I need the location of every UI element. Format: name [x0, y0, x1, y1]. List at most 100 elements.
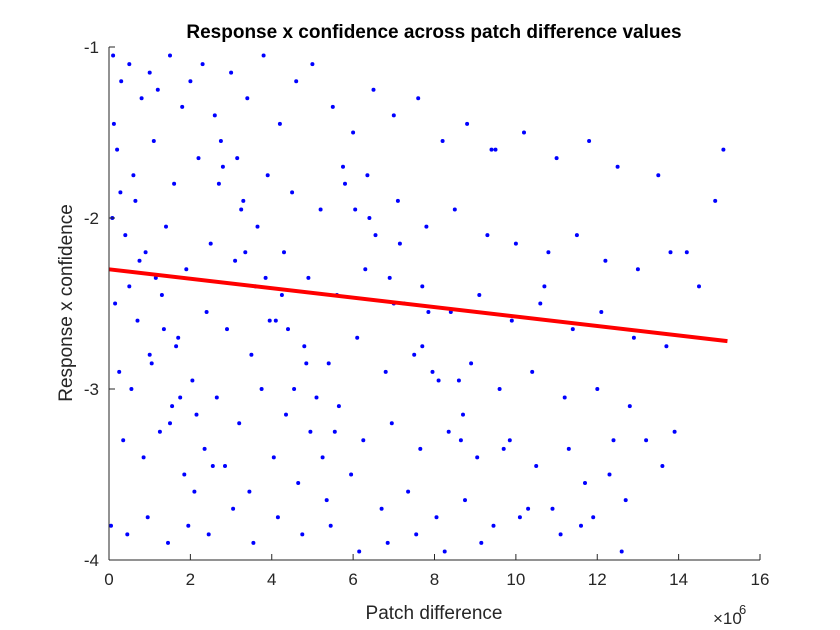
data-point — [713, 198, 718, 203]
data-point — [218, 139, 223, 143]
data-point — [294, 79, 299, 84]
data-point — [182, 472, 187, 477]
data-point — [546, 250, 551, 255]
data-point — [615, 164, 620, 169]
data-point — [168, 53, 172, 58]
data-point — [324, 498, 329, 503]
data-point — [300, 532, 305, 537]
data-point — [534, 464, 539, 468]
data-point — [275, 515, 280, 520]
data-point — [351, 130, 356, 135]
x-tick-label: 14 — [669, 570, 688, 589]
data-point — [550, 506, 555, 511]
data-point — [554, 156, 559, 161]
data-point — [461, 412, 465, 417]
data-point — [310, 62, 315, 67]
data-point — [186, 523, 191, 528]
data-point — [292, 387, 297, 391]
y-tick-label: -1 — [84, 38, 99, 57]
data-point — [684, 250, 689, 255]
data-point — [284, 412, 288, 417]
data-point — [579, 523, 583, 528]
data-point — [290, 190, 295, 195]
data-point — [159, 293, 164, 297]
data-point — [430, 369, 435, 374]
x-axis-label: Patch difference — [366, 603, 503, 624]
data-point — [282, 250, 286, 255]
data-point — [379, 506, 384, 511]
data-point — [644, 438, 649, 443]
data-point — [416, 96, 421, 101]
data-point — [631, 335, 636, 340]
data-point — [458, 438, 463, 443]
data-point — [697, 284, 701, 289]
data-point — [137, 258, 142, 263]
data-point — [485, 233, 490, 238]
data-point — [469, 361, 474, 366]
data-point — [147, 352, 152, 357]
data-point — [118, 190, 123, 195]
data-point — [157, 429, 162, 434]
data-point — [129, 387, 134, 391]
data-point — [463, 498, 467, 503]
data-point — [204, 310, 209, 314]
data-point — [125, 532, 130, 537]
data-point — [192, 489, 197, 494]
data-point — [265, 173, 270, 178]
data-point — [619, 549, 624, 554]
data-point — [113, 301, 118, 306]
data-point — [583, 481, 587, 485]
data-point — [326, 361, 331, 366]
data-point — [237, 421, 242, 426]
data-point — [168, 421, 172, 426]
data-point — [497, 387, 502, 391]
data-point — [406, 489, 411, 494]
data-point — [373, 233, 378, 238]
data-point — [526, 506, 531, 511]
data-point — [395, 198, 400, 203]
data-point — [391, 113, 396, 118]
data-point — [196, 156, 201, 161]
data-point — [513, 241, 518, 246]
data-point — [664, 344, 669, 349]
data-point — [491, 523, 496, 528]
data-point — [304, 361, 309, 366]
data-point — [660, 464, 665, 468]
data-point — [330, 104, 335, 109]
data-point — [566, 446, 571, 451]
data-point — [223, 464, 227, 468]
x-exponent-label: ×10 — [713, 609, 742, 628]
data-point — [212, 113, 217, 118]
data-point — [442, 549, 447, 554]
data-point — [286, 327, 290, 332]
x-tick-label: 4 — [267, 570, 276, 589]
data-point — [127, 284, 132, 289]
data-point — [147, 70, 152, 75]
data-point — [332, 429, 337, 434]
data-point — [131, 173, 136, 178]
data-point — [387, 275, 392, 280]
data-point — [542, 284, 547, 289]
x-exponent-power: 6 — [739, 602, 746, 617]
data-point — [627, 404, 632, 409]
data-point — [225, 327, 229, 332]
data-point — [139, 96, 144, 101]
fit-line — [108, 267, 728, 344]
data-point — [635, 267, 640, 272]
data-point — [208, 241, 213, 246]
data-point — [233, 258, 238, 263]
x-tick-label: 2 — [186, 570, 195, 589]
data-point — [475, 455, 480, 460]
data-point — [355, 335, 360, 340]
data-point — [188, 79, 193, 84]
data-point — [127, 62, 132, 67]
data-point — [558, 532, 563, 537]
x-tick-label: 6 — [348, 570, 357, 589]
data-point — [200, 62, 205, 67]
data-point — [493, 147, 498, 152]
data-point — [277, 121, 282, 126]
x-tick-label: 12 — [588, 570, 607, 589]
data-point — [314, 395, 319, 400]
data-point — [194, 412, 199, 417]
